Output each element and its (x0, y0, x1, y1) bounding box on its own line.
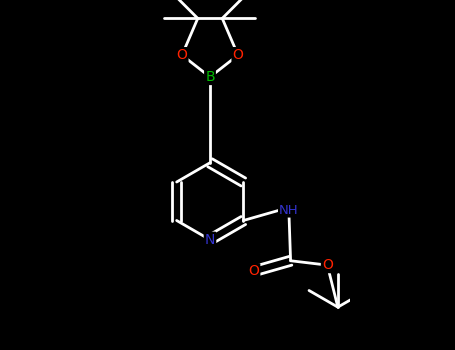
Text: O: O (177, 48, 187, 62)
Text: O: O (322, 258, 333, 272)
Text: O: O (248, 264, 259, 278)
Text: N: N (205, 233, 215, 247)
Text: O: O (233, 48, 243, 62)
Text: B: B (205, 70, 215, 84)
Text: NH: NH (279, 203, 298, 217)
